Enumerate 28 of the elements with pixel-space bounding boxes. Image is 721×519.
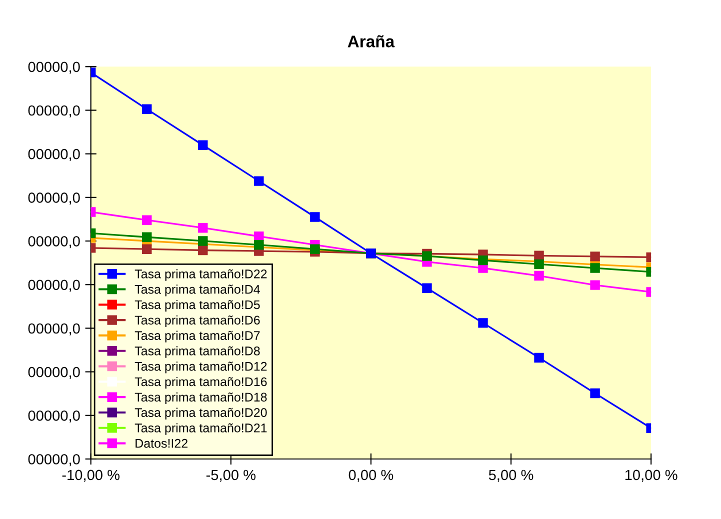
- x-tick-label: -5,00 %: [206, 470, 256, 482]
- legend-label: Tasa prima tamaño!D21: [134, 423, 267, 435]
- legend-label: Tasa prima tamaño!D7: [134, 330, 260, 342]
- text: 00000,0: [28, 366, 80, 379]
- legend-label: Tasa prima tamaño!D22: [134, 269, 267, 281]
- text: 00000,0: [28, 280, 80, 292]
- text: 00000,0: [28, 236, 80, 248]
- x-tick-label: 5,00 %: [488, 470, 534, 482]
- text: 00000,0: [28, 410, 80, 423]
- x-tick-label: 0,00 %: [348, 470, 394, 482]
- x-tick-label: 10,00 %: [625, 470, 678, 482]
- legend-label: Tasa prima tamaño!D5: [134, 300, 260, 312]
- text: 00000,0: [28, 105, 80, 118]
- text: 00000,0: [28, 148, 80, 161]
- legend-label: Datos!I22: [136, 438, 188, 448]
- legend-label: Tasa prima tamaño!D16: [134, 376, 267, 389]
- legend-label: Tasa prima tamaño!D20: [134, 408, 267, 420]
- x-tick-label: -10,00 %: [62, 470, 120, 482]
- chart-title: Araña: [348, 35, 395, 48]
- legend-label: Tasa prima tamaño!D6: [134, 315, 260, 328]
- text: 00000,0: [28, 454, 80, 466]
- legend-label: Tasa prima tamaño!D4: [134, 284, 260, 296]
- legend-label: Tasa prima tamaño!D18: [134, 392, 267, 404]
- text: 00000,0: [28, 62, 80, 74]
- text: 00000,0: [28, 323, 80, 336]
- legend-label: Tasa prima tamaño!D8: [134, 346, 260, 358]
- legend-label: Tasa prima tamaño!D12: [134, 362, 267, 374]
- text: 00000,0: [28, 192, 80, 205]
